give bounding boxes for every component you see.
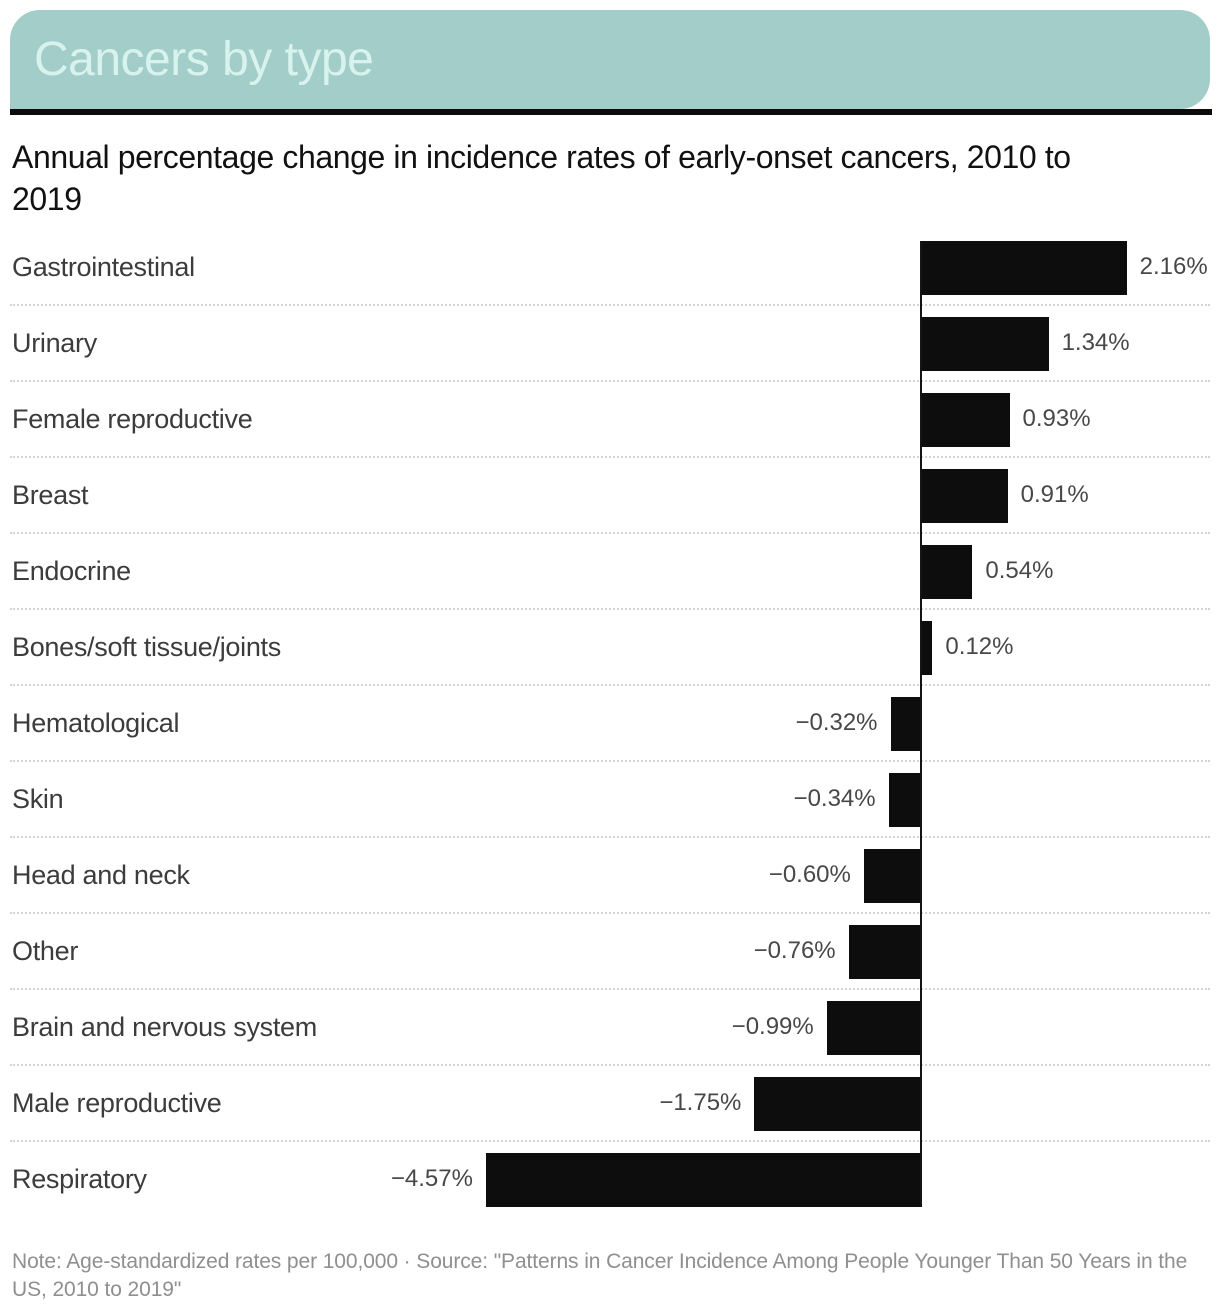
chart-subtitle: Annual percentage change in incidence ra… <box>12 139 1071 217</box>
chart-row: Female reproductive 0.93% <box>10 382 1210 458</box>
bar <box>863 849 921 903</box>
value-label: −0.99% <box>731 1013 814 1040</box>
chart-row: Other −0.76% <box>10 914 1210 990</box>
chart-row: Respiratory −4.57% <box>10 1142 1210 1218</box>
bar <box>848 925 921 979</box>
category-label: Endocrine <box>12 556 131 586</box>
value-label: 0.91% <box>1020 481 1089 508</box>
category-label: Skin <box>12 784 64 814</box>
bar-chart: Gastrointestinal 2.16% Urinary 1.34% Female … <box>10 230 1210 1218</box>
bar <box>921 393 1010 447</box>
value-label: −0.34% <box>793 785 876 812</box>
value-label: −0.32% <box>795 709 878 736</box>
category-label: Gastrointestinal <box>12 252 195 282</box>
header-rule <box>10 109 1212 115</box>
value-label: 0.12% <box>945 633 1014 660</box>
chart-row: Bones/soft tissue/joints 0.12% <box>10 610 1210 686</box>
chart-row: Head and neck −0.60% <box>10 838 1210 914</box>
chart-row: Gastrointestinal 2.16% <box>10 230 1210 306</box>
bar <box>921 241 1127 295</box>
value-label: −0.60% <box>768 861 851 888</box>
value-label: −4.57% <box>390 1165 473 1192</box>
header: Cancers by type <box>10 10 1210 109</box>
category-label: Other <box>12 936 79 966</box>
chart-row: Urinary 1.34% <box>10 306 1210 382</box>
category-label: Respiratory <box>12 1164 147 1194</box>
bar <box>888 773 921 827</box>
chart-row: Breast 0.91% <box>10 458 1210 534</box>
bar <box>826 1001 921 1055</box>
bar <box>485 1153 921 1207</box>
bar <box>921 545 973 599</box>
bar <box>921 621 933 675</box>
category-label: Bones/soft tissue/joints <box>12 632 281 662</box>
value-label: 2.16% <box>1139 253 1208 280</box>
category-label: Male reproductive <box>12 1088 222 1118</box>
category-label: Female reproductive <box>12 404 253 434</box>
value-label: −0.76% <box>753 937 836 964</box>
chart-row: Skin −0.34% <box>10 762 1210 838</box>
category-label: Hematological <box>12 708 180 738</box>
page-title: Cancers by type <box>34 33 374 86</box>
category-label: Breast <box>12 480 89 510</box>
value-label: 0.93% <box>1022 405 1091 432</box>
value-label: −1.75% <box>659 1089 742 1116</box>
zero-baseline <box>920 241 922 1207</box>
chart-row: Endocrine 0.54% <box>10 534 1210 610</box>
chart-row: Brain and nervous system −0.99% <box>10 990 1210 1066</box>
source-note: Note: Age-standardized rates per 100,000… <box>12 1250 1188 1301</box>
category-label: Urinary <box>12 328 97 358</box>
bar <box>890 697 921 751</box>
bar <box>754 1077 921 1131</box>
chart-row: Hematological −0.32% <box>10 686 1210 762</box>
category-label: Brain and nervous system <box>12 1012 317 1042</box>
value-label: 1.34% <box>1061 329 1130 356</box>
bar <box>921 317 1049 371</box>
category-label: Head and neck <box>12 860 190 890</box>
chart-row: Male reproductive −1.75% <box>10 1066 1210 1142</box>
value-label: 0.54% <box>985 557 1054 584</box>
bar <box>921 469 1008 523</box>
